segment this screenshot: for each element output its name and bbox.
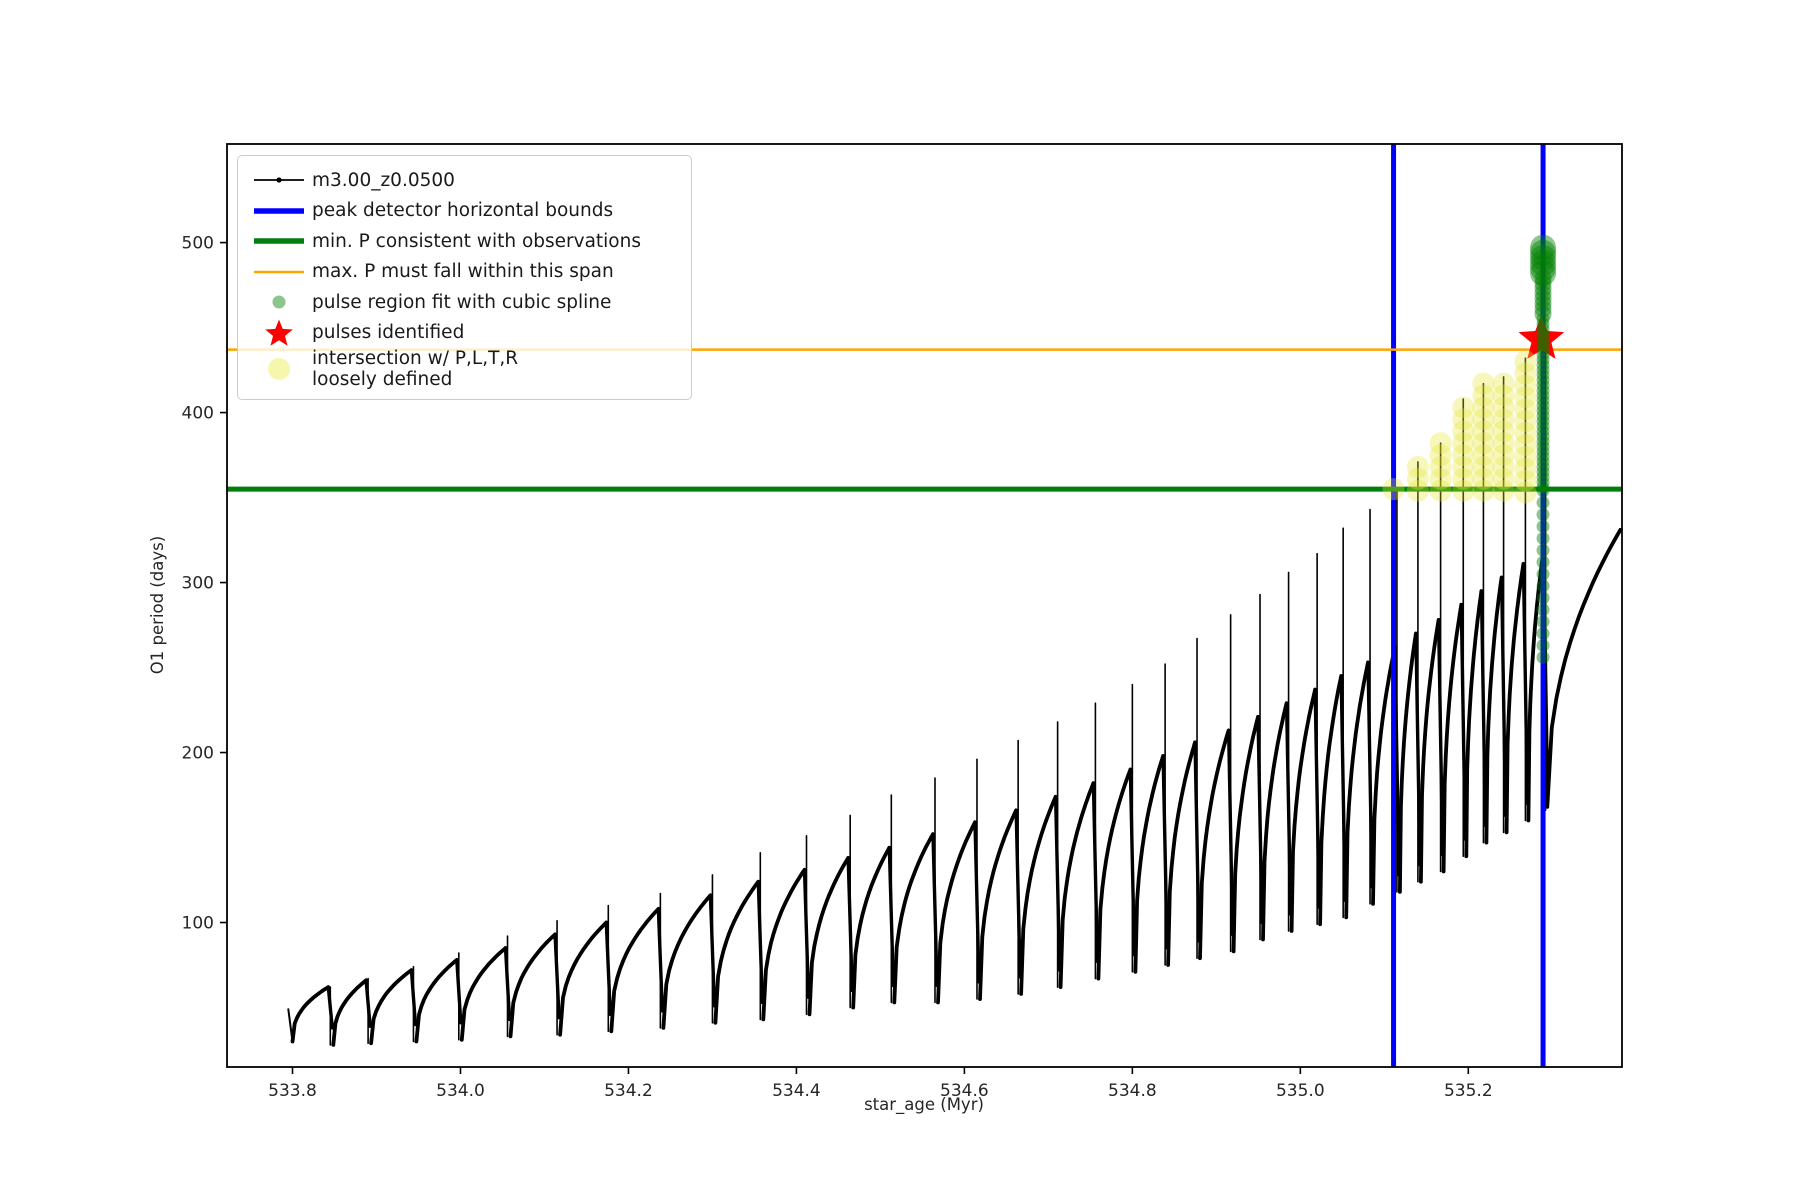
x-axis-label: star_age (Myr) bbox=[864, 1095, 984, 1115]
legend-key bbox=[246, 354, 312, 384]
spline-fit-dots bbox=[1530, 234, 1557, 664]
y-axis-label: O1 period (days) bbox=[148, 536, 167, 674]
legend-entry-5: pulse region fit with cubic spline bbox=[246, 287, 679, 318]
y-tick-label: 400 bbox=[182, 404, 214, 424]
legend-entry-3: min. P consistent with observations bbox=[246, 226, 679, 257]
x-tick-label: 533.8 bbox=[268, 1081, 317, 1101]
thick-line-icon bbox=[254, 238, 304, 244]
y-tick-label: 300 bbox=[182, 574, 214, 594]
x-tick-label: 534.8 bbox=[1108, 1081, 1157, 1101]
legend-entry-label: min. P consistent with observations bbox=[312, 230, 641, 252]
intersection-dots bbox=[1382, 350, 1537, 504]
axes-frame bbox=[226, 143, 1623, 1068]
thick-line-icon bbox=[254, 208, 304, 214]
legend-key bbox=[246, 257, 312, 287]
legend-key bbox=[246, 226, 312, 256]
legend-entry-label: pulse region fit with cubic spline bbox=[312, 291, 612, 313]
legend-entry-7: intersection w/ P,L,T,R loosely defined bbox=[246, 348, 679, 390]
plot-data-layer bbox=[227, 144, 1623, 1067]
y-tick-label: 200 bbox=[182, 744, 214, 764]
legend-entry-label: max. P must fall within this span bbox=[312, 261, 614, 283]
dot-icon bbox=[272, 295, 286, 309]
x-tick-label: 534.6 bbox=[940, 1081, 989, 1101]
legend-key bbox=[246, 318, 312, 348]
legend-entry-4: max. P must fall within this span bbox=[246, 257, 679, 288]
axes-layer: 533.8 534.0 534.2 534.4 534.6 534.8 535.0 535.2… bbox=[182, 143, 1623, 1101]
legend-entry-label: peak detector horizontal bounds bbox=[312, 200, 614, 222]
star-icon bbox=[265, 319, 293, 346]
y-tick-label: 500 bbox=[182, 234, 214, 254]
big-dot-icon bbox=[268, 358, 290, 380]
legend-entry-label: intersection w/ P,L,T,R loosely defined bbox=[312, 348, 519, 390]
x-tick-label: 534.4 bbox=[772, 1081, 821, 1101]
legend-entry-label: pulses identified bbox=[312, 322, 465, 344]
series-line-icon bbox=[254, 177, 304, 183]
y-tick-label: 100 bbox=[182, 914, 214, 934]
x-tick-label: 535.0 bbox=[1276, 1081, 1325, 1101]
x-tick-label: 534.2 bbox=[604, 1081, 653, 1101]
legend-key bbox=[246, 165, 312, 195]
legend-key bbox=[246, 196, 312, 226]
legend-entry-6: pulses identified bbox=[246, 318, 679, 349]
pulse-star-icon bbox=[1518, 315, 1565, 359]
x-tick-label: 535.2 bbox=[1444, 1081, 1493, 1101]
line-icon bbox=[254, 270, 304, 273]
legend-entry-label: m3.00_z0.0500 bbox=[312, 169, 455, 191]
x-tick-label: 534.0 bbox=[436, 1081, 485, 1101]
legend-entry-2: peak detector horizontal bounds bbox=[246, 196, 679, 227]
legend-key bbox=[246, 287, 312, 317]
series-m3.00_z0.0500 bbox=[287, 335, 1623, 1047]
legend-entry-1: m3.00_z0.0500 bbox=[246, 165, 679, 196]
